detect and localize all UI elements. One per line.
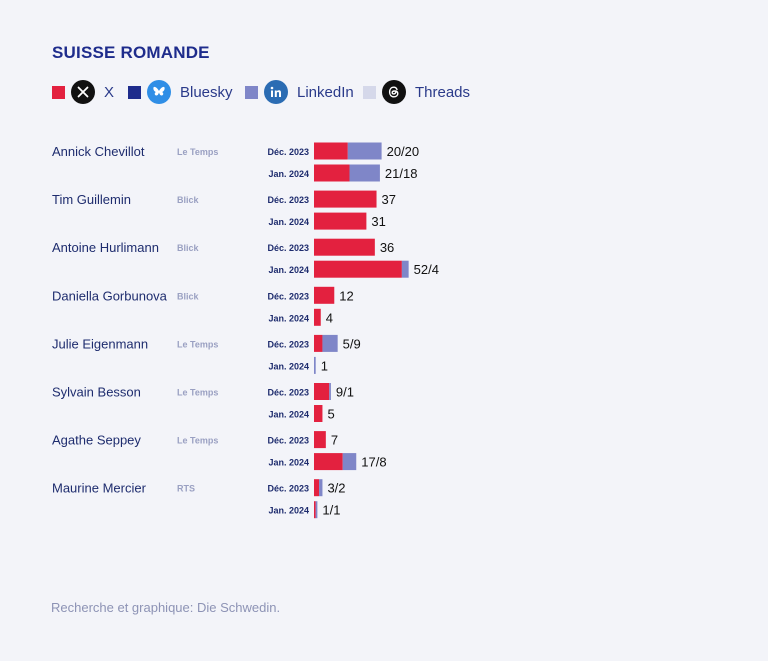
outlet-label-tim-guillemin: Blick [177, 195, 200, 205]
legend-swatch-bluesky [128, 85, 141, 99]
legend-item-x: X [52, 79, 114, 105]
outlet-label-agathe-seppey: Le Temps [177, 436, 218, 446]
bar-x-daniella-gorbunova-dec-2023 [314, 286, 335, 304]
x-logo-icon [71, 80, 95, 104]
threads-logo-icon [382, 80, 406, 104]
bar-linkedin-maurine-mercier-dec-2023 [319, 479, 323, 497]
period-label-daniella-gorbunova-dec-2023: Déc. 2023 [267, 291, 309, 301]
period-label-sylvain-besson-dec-2023: Déc. 2023 [267, 388, 309, 398]
period-label-daniella-gorbunova-jan-2024: Jan. 2024 [268, 313, 309, 323]
chart-title: SUISSE ROMANDE [52, 43, 210, 62]
value-label-annick-chevillot-jan-2024: 21/18 [385, 166, 418, 181]
value-label-tim-guillemin-dec-2023: 37 [382, 192, 396, 207]
legend-swatch-threads [363, 85, 376, 99]
value-label-julie-eigenmann-jan-2024: 1 [321, 358, 328, 373]
period-label-maurine-mercier-dec-2023: Déc. 2023 [267, 484, 309, 494]
bar-x-tim-guillemin-dec-2023 [314, 190, 377, 208]
bar-linkedin-julie-eigenmann-dec-2023 [322, 334, 338, 352]
value-label-antoine-hurlimann-dec-2023: 36 [380, 240, 394, 255]
period-label-tim-guillemin-jan-2024: Jan. 2024 [268, 217, 309, 227]
period-label-antoine-hurlimann-jan-2024: Jan. 2024 [268, 265, 309, 275]
legend-item-linkedin: LinkedIn [245, 79, 354, 105]
value-label-agathe-seppey-dec-2023: 7 [331, 433, 338, 448]
value-label-annick-chevillot-dec-2023: 20/20 [387, 144, 420, 159]
period-label-annick-chevillot-dec-2023: Déc. 2023 [267, 147, 309, 157]
bar-x-daniella-gorbunova-jan-2024 [314, 308, 321, 326]
legend-label-x: X [104, 83, 115, 101]
bar-x-agathe-seppey-jan-2024 [314, 453, 343, 471]
period-label-julie-eigenmann-dec-2023: Déc. 2023 [267, 339, 309, 349]
bar-x-annick-chevillot-jan-2024 [314, 164, 350, 182]
bluesky-butterfly-icon [147, 80, 171, 104]
person-name-daniella-gorbunova: Daniella Gorbunova [52, 288, 168, 303]
person-name-julie-eigenmann: Julie Eigenmann [52, 336, 148, 351]
legend-swatch-linkedin [245, 85, 258, 99]
value-label-daniella-gorbunova-jan-2024: 4 [326, 310, 333, 325]
bar-linkedin-maurine-mercier-jan-2024 [315, 501, 318, 519]
bar-x-sylvain-besson-dec-2023 [314, 383, 330, 400]
period-label-annick-chevillot-jan-2024: Jan. 2024 [268, 169, 309, 179]
bar-x-agathe-seppey-dec-2023 [314, 431, 326, 449]
person-name-tim-guillemin: Tim Guillemin [52, 192, 131, 207]
period-label-tim-guillemin-dec-2023: Déc. 2023 [267, 195, 309, 205]
period-label-maurine-mercier-jan-2024: Jan. 2024 [268, 506, 309, 516]
legend-item-bluesky: Bluesky [128, 79, 233, 105]
bar-x-antoine-hurlimann-jan-2024 [314, 260, 402, 278]
period-label-agathe-seppey-dec-2023: Déc. 2023 [267, 436, 309, 446]
outlet-label-daniella-gorbunova: Blick [177, 291, 200, 301]
source-note: Recherche et graphique: Die Schwedin. [51, 600, 281, 615]
bar-linkedin-annick-chevillot-dec-2023 [347, 142, 382, 160]
linkedin-logo-icon [264, 80, 288, 104]
bar-x-antoine-hurlimann-dec-2023 [314, 238, 375, 256]
outlet-label-annick-chevillot: Le Temps [177, 147, 218, 157]
bar-x-maurine-mercier-dec-2023 [314, 479, 320, 497]
person-name-sylvain-besson: Sylvain Besson [52, 385, 141, 400]
value-label-julie-eigenmann-dec-2023: 5/9 [343, 336, 361, 351]
legend: X Bluesky LinkedIn Threads [52, 79, 612, 105]
person-name-annick-chevillot: Annick Chevillot [52, 144, 145, 159]
period-label-antoine-hurlimann-dec-2023: Déc. 2023 [267, 243, 309, 253]
value-label-sylvain-besson-jan-2024: 5 [327, 407, 334, 422]
period-label-julie-eigenmann-jan-2024: Jan. 2024 [268, 361, 309, 371]
bar-linkedin-antoine-hurlimann-jan-2024 [401, 260, 409, 278]
bar-linkedin-annick-chevillot-jan-2024 [349, 164, 380, 182]
value-label-agathe-seppey-jan-2024: 17/8 [361, 455, 386, 470]
value-label-maurine-mercier-dec-2023: 3/2 [327, 481, 345, 496]
value-label-tim-guillemin-jan-2024: 31 [371, 214, 385, 229]
outlet-label-sylvain-besson: Le Temps [177, 388, 218, 398]
outlet-label-antoine-hurlimann: Blick [177, 243, 200, 253]
bar-x-annick-chevillot-dec-2023 [314, 142, 348, 160]
bar-linkedin-julie-eigenmann-jan-2024 [314, 356, 316, 374]
value-label-daniella-gorbunova-dec-2023: 12 [339, 288, 353, 303]
period-label-sylvain-besson-jan-2024: Jan. 2024 [268, 410, 309, 420]
bar-linkedin-sylvain-besson-dec-2023 [329, 383, 331, 400]
value-label-antoine-hurlimann-jan-2024: 52/4 [414, 262, 439, 277]
period-label-agathe-seppey-jan-2024: Jan. 2024 [268, 458, 309, 468]
person-name-antoine-hurlimann: Antoine Hurlimann [52, 240, 159, 255]
legend-swatch-x [52, 85, 65, 99]
bar-x-maurine-mercier-jan-2024 [314, 501, 316, 519]
bar-linkedin-agathe-seppey-jan-2024 [342, 453, 357, 471]
value-label-sylvain-besson-dec-2023: 9/1 [336, 385, 354, 400]
bar-x-sylvain-besson-jan-2024 [314, 405, 323, 422]
legend-label-linkedin: LinkedIn [297, 83, 354, 101]
person-name-maurine-mercier: Maurine Mercier [52, 481, 147, 496]
person-name-agathe-seppey: Agathe Seppey [52, 433, 141, 448]
legend-label-bluesky: Bluesky [180, 83, 233, 101]
bar-x-tim-guillemin-jan-2024 [314, 212, 367, 230]
value-label-maurine-mercier-jan-2024: 1/1 [322, 503, 340, 518]
legend-item-threads: Threads [363, 79, 470, 105]
outlet-label-julie-eigenmann: Le Temps [177, 339, 218, 349]
outlet-label-maurine-mercier: RTS [177, 484, 195, 494]
bar-x-julie-eigenmann-dec-2023 [314, 334, 323, 352]
legend-label-threads: Threads [415, 83, 471, 101]
